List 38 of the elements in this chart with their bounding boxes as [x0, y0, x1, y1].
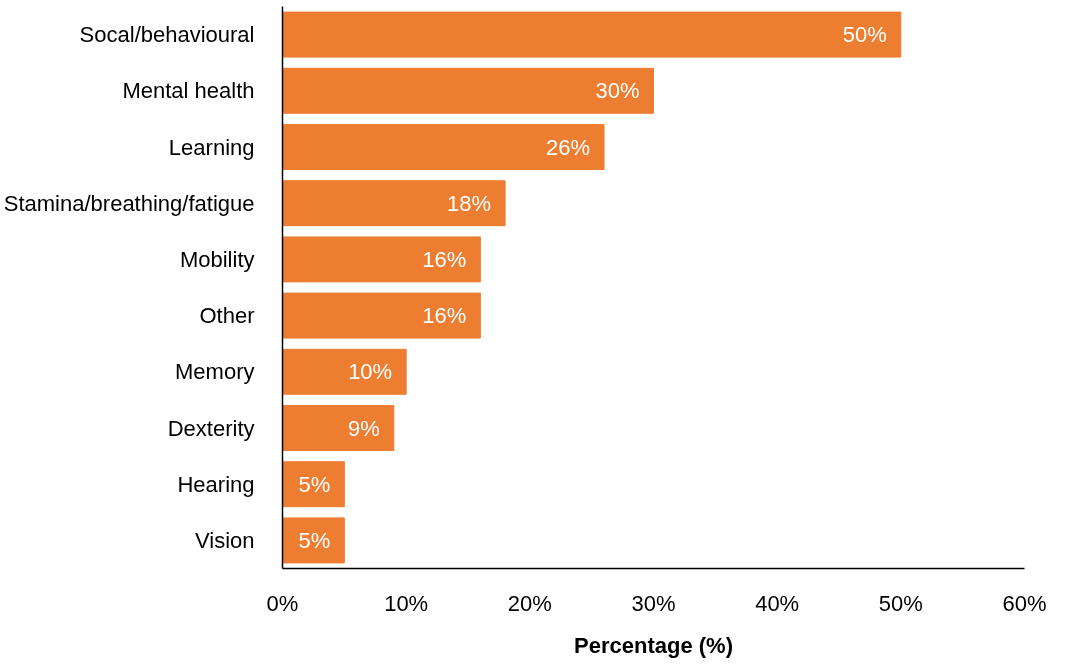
x-tick-label: 0%	[266, 590, 299, 616]
data-label: 16%	[422, 246, 467, 272]
bar	[282, 517, 345, 564]
bar	[282, 405, 395, 451]
y-tick-label: Memory	[175, 359, 255, 385]
data-label: 10%	[348, 359, 393, 385]
data-label: 5%	[298, 471, 331, 497]
data-label: 30%	[595, 78, 640, 104]
bar	[282, 461, 345, 508]
y-tick-label: Vision	[194, 527, 255, 553]
y-tick-label: Learning	[168, 134, 255, 160]
y-tick-label: Mobility	[179, 246, 255, 272]
x-axis-title: Percentage (%)	[574, 632, 733, 658]
bar	[282, 180, 506, 227]
y-tick-label: Mental health	[122, 78, 255, 104]
data-label: 18%	[447, 190, 492, 216]
x-tick-label: 30%	[631, 590, 676, 616]
data-label: 26%	[546, 134, 591, 160]
x-tick-label: 10%	[384, 590, 429, 616]
x-tick-label: 40%	[755, 590, 800, 616]
x-tick-label: 50%	[878, 590, 923, 616]
data-label: 50%	[842, 22, 887, 48]
x-tick-label: 20%	[507, 590, 552, 616]
bar	[282, 348, 407, 395]
x-tick-label: 60%	[1002, 590, 1047, 616]
bar	[282, 124, 605, 170]
bar	[282, 236, 481, 283]
bar	[282, 67, 654, 114]
y-tick-label: Socal/behavioural	[79, 22, 255, 48]
bar	[282, 292, 481, 339]
data-label: 16%	[422, 303, 467, 329]
y-tick-label: Dexterity	[167, 415, 255, 441]
data-label: 9%	[348, 415, 380, 441]
bar	[282, 11, 902, 58]
y-tick-label: Other	[199, 303, 255, 329]
y-tick-label: Stamina/breathing/fatigue	[3, 190, 255, 216]
y-tick-label: Hearing	[177, 471, 255, 497]
data-label: 5%	[298, 527, 331, 553]
